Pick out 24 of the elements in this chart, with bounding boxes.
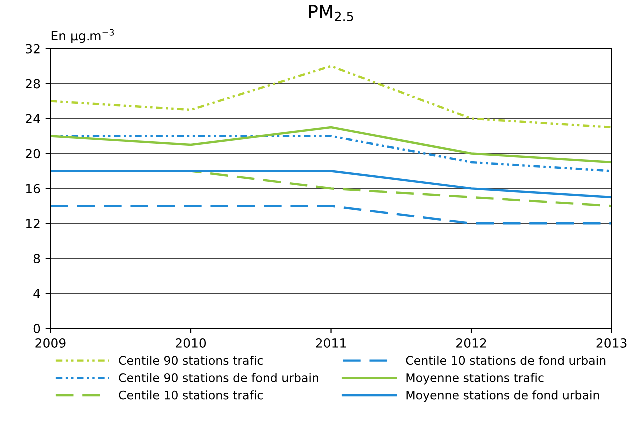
y-tick-label: 24 [26,114,40,124]
legend-label: Moyenne stations trafic [406,373,544,385]
legend-label: Moyenne stations de fond urbain [406,390,600,402]
line-series [50,126,612,164]
y-tick-label: 0 [34,324,40,334]
y-tick-label: 20 [26,149,40,159]
y-axis-title: En µg.m$^{−3}$ [52,29,114,44]
y-tick-label: 12 [26,219,40,228]
legend-label: Centile 90 stations de fond urbain [119,373,318,382]
y-tick-label: 4 [34,289,40,298]
y-tick-label: 16 [26,184,40,194]
x-tick-label: 2011 [316,338,346,348]
legend-label: Centile 10 stations trafic [119,390,263,400]
x-tick-label: 2013 [596,338,627,348]
x-tick-label: 2012 [456,338,486,348]
y-tick-label: 8 [34,254,40,264]
x-tick-label: 2010 [176,338,206,348]
y-tick-label: 32 [26,44,40,54]
y-tick-label: 28 [26,79,40,89]
legend-label: Centile 90 stations trafic [119,356,263,366]
line-series [50,65,612,129]
legend-label: Centile 10 stations de fond urbain [406,356,606,366]
chart-title: PM$_{2.5}$ [309,5,354,22]
x-tick-label: 2009 [36,338,66,348]
